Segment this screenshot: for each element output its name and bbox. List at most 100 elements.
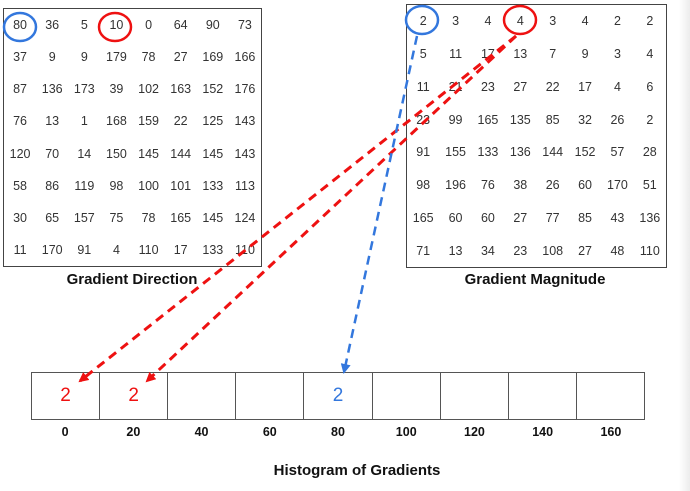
direction-cell: 70	[45, 146, 60, 161]
direction-cell: 1	[80, 114, 88, 129]
magnitude-cell: 98	[416, 178, 431, 193]
direction-cell: 170	[41, 242, 63, 257]
direction-cell: 73	[237, 18, 252, 33]
magnitude-cell: 108	[542, 243, 564, 258]
direction-cell: 145	[202, 210, 224, 225]
histogram-bin-label: 20	[126, 425, 141, 439]
magnitude-row: 91 155 133 136 144 152 57 28	[407, 136, 666, 169]
magnitude-cell: 11	[416, 79, 430, 94]
histogram-bin-label: 100	[395, 425, 417, 439]
direction-cell: 143	[234, 114, 256, 129]
magnitude-cell: 13	[513, 47, 528, 62]
magnitude-row: 71 13 34 23 108 27 48 110	[407, 234, 666, 267]
magnitude-cell: 57	[610, 145, 625, 160]
direction-cell: 64	[173, 18, 188, 33]
direction-row: 58 86 119 98 100 101 133 113	[4, 170, 261, 202]
direction-cell: 133	[202, 242, 224, 257]
magnitude-cell: 28	[642, 145, 657, 160]
direction-row: 87 136 173 39 102 163 152 176	[4, 73, 261, 105]
direction-cell: 165	[170, 210, 192, 225]
magnitude-cell: 27	[513, 210, 528, 225]
magnitude-cell: 110	[639, 243, 660, 258]
direction-cell: 78	[141, 50, 156, 65]
gradient-direction-grid: 80 36 5 10 0 64 90 73 37 9 9 179 78 27 169 166 87 136 173 3…	[3, 8, 262, 267]
direction-cell: 101	[170, 178, 192, 193]
histogram-bin-label: 80	[331, 425, 345, 439]
magnitude-cell: 27	[578, 243, 593, 258]
magnitude-cell: 4	[646, 47, 654, 62]
magnitude-cell: 21	[448, 79, 463, 94]
direction-cell: 11	[13, 242, 27, 257]
direction-cell: 65	[45, 210, 60, 225]
direction-cell: 4	[112, 242, 120, 257]
direction-cell: 143	[234, 146, 256, 161]
direction-cell: 113	[234, 178, 255, 193]
magnitude-cell: 5	[419, 47, 427, 62]
direction-cell: 125	[202, 114, 224, 129]
direction-cell: 145	[202, 146, 224, 161]
direction-cell: 39	[109, 82, 124, 97]
magnitude-cell: 22	[545, 79, 560, 94]
histogram-bin-label: 120	[464, 425, 485, 439]
direction-cell: 0	[145, 18, 153, 33]
direction-cell: 76	[13, 114, 28, 129]
direction-row: 11 170 91 4 110 17 133 110	[4, 234, 261, 266]
magnitude-cell: 23	[480, 79, 495, 94]
direction-cell: 27	[173, 50, 188, 65]
magnitude-cell: 11	[449, 47, 463, 62]
magnitude-cell: 71	[416, 243, 431, 258]
direction-cell: 87	[13, 82, 28, 97]
magnitude-cell: 91	[416, 145, 431, 160]
magnitude-cell: 3	[613, 47, 621, 62]
histogram-bin-label: 0	[61, 425, 69, 439]
magnitude-cell: 77	[545, 210, 560, 225]
histogram-bin: 2	[304, 373, 373, 419]
direction-cell: 36	[45, 18, 60, 33]
direction-cell: 133	[202, 178, 224, 193]
direction-row: 37 9 9 179 78 27 169 166	[4, 41, 261, 73]
magnitude-cell: 60	[448, 210, 463, 225]
magnitude-row: 165 60 60 27 77 85 43 136	[407, 202, 666, 235]
direction-cell: 150	[106, 146, 127, 161]
magnitude-cell: 32	[578, 112, 593, 127]
magnitude-cell: 135	[509, 112, 531, 127]
histogram-bin	[441, 373, 509, 419]
magnitude-cell: 170	[607, 178, 628, 193]
direction-cell: 9	[48, 50, 56, 65]
direction-cell: 14	[77, 146, 92, 161]
histogram-bin: 2	[100, 373, 169, 419]
magnitude-cell: 85	[545, 112, 560, 127]
magnitude-cell: 2	[613, 14, 621, 29]
magnitude-cell: 152	[574, 145, 596, 160]
direction-cell: 30	[13, 210, 28, 225]
direction-cell: 17	[173, 242, 188, 257]
direction-cell: 166	[234, 50, 256, 65]
direction-cell: 110	[138, 242, 159, 257]
magnitude-cell: 2	[646, 112, 654, 127]
direction-cell: 100	[138, 178, 159, 193]
magnitude-cell: 26	[610, 112, 625, 127]
magnitude-cell: 3	[549, 14, 557, 29]
direction-cell: 10	[109, 18, 124, 33]
direction-caption: Gradient Direction	[66, 271, 198, 288]
direction-cell: 22	[173, 114, 188, 129]
direction-cell: 145	[138, 146, 159, 161]
direction-cell: 124	[234, 210, 256, 225]
direction-cell: 90	[205, 18, 220, 33]
histogram-bin	[236, 373, 305, 419]
magnitude-cell: 136	[509, 145, 531, 160]
direction-row: 30 65 157 75 78 165 145 124	[4, 202, 261, 234]
direction-cell: 37	[13, 50, 28, 65]
magnitude-cell: 43	[610, 210, 625, 225]
direction-cell: 58	[13, 178, 28, 193]
histogram-caption: Histogram of Gradients	[273, 462, 441, 479]
direction-cell: 78	[141, 210, 156, 225]
direction-cell: 176	[234, 82, 256, 97]
direction-cell: 152	[202, 82, 224, 97]
magnitude-row: 23 99 165 135 85 32 26 2	[407, 103, 666, 136]
magnitude-cell: 60	[480, 210, 495, 225]
histogram-bin	[168, 373, 237, 419]
magnitude-row: 2 3 4 4 3 4 2 2	[407, 5, 666, 38]
magnitude-cell: 155	[445, 145, 466, 160]
